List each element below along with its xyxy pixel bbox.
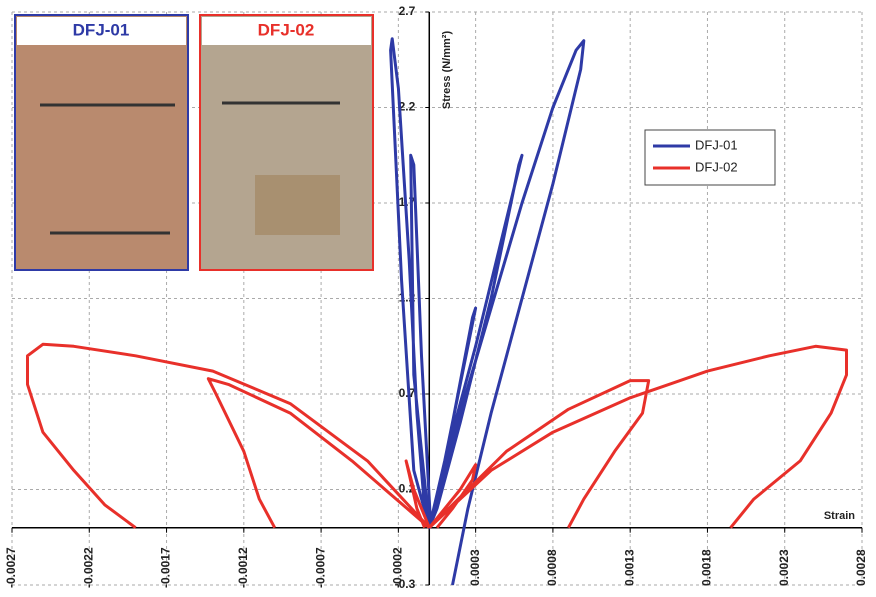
photo-label: DFJ-02 [258,20,315,39]
chart: DFJ-01 DFJ-02 Stress (N/mm²) Strain -0.3… [0,0,876,597]
x-tick-label: -0.0022 [81,547,95,588]
y-axis-title: Stress (N/mm²) [441,31,453,110]
x-tick-label: 0.0023 [777,549,791,586]
x-tick-label: 0.0028 [854,549,868,586]
y-tick-label: 2.7 [399,4,416,18]
x-tick-label: 0.0013 [622,549,636,586]
legend-label: DFJ-02 [695,159,738,174]
x-tick-label: 0.0018 [700,549,714,586]
x-tick-label: 0.0003 [468,549,482,586]
photos: DFJ-01 DFJ-02 [15,15,373,270]
x-tick-label: -0.0017 [159,547,173,588]
x-tick-label: -0.0007 [313,547,327,588]
x-tick-label: -0.0027 [4,547,18,588]
photo-label: DFJ-01 [73,20,130,39]
x-axis-title: Strain [824,510,855,522]
x-tick-label: 0.0008 [545,549,559,586]
legend-label: DFJ-01 [695,137,738,152]
x-tick-label: -0.0002 [391,547,405,588]
photo-detail [255,175,340,235]
x-tick-label: -0.0012 [236,547,250,588]
